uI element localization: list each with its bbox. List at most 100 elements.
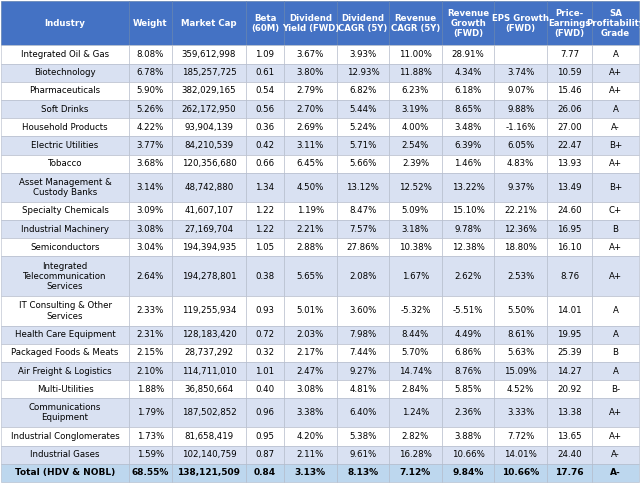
- Text: 4.83%: 4.83%: [507, 159, 534, 168]
- Bar: [246, 1, 284, 45]
- Bar: [129, 64, 172, 82]
- Bar: [389, 326, 442, 344]
- Text: 5.71%: 5.71%: [349, 141, 376, 150]
- Bar: [494, 362, 547, 380]
- Text: 6.39%: 6.39%: [454, 141, 482, 150]
- Bar: [172, 326, 246, 344]
- Bar: [337, 238, 389, 256]
- Bar: [284, 362, 337, 380]
- Text: 84,210,539: 84,210,539: [184, 141, 234, 150]
- Text: A+: A+: [609, 159, 622, 168]
- Text: A: A: [612, 50, 618, 59]
- Bar: [246, 100, 284, 118]
- Bar: [547, 1, 592, 45]
- Bar: [129, 464, 172, 482]
- Bar: [494, 173, 547, 202]
- Text: 28,737,292: 28,737,292: [184, 348, 234, 357]
- Bar: [337, 398, 389, 427]
- Bar: [337, 380, 389, 398]
- Bar: [284, 326, 337, 344]
- Bar: [547, 398, 592, 427]
- Text: 3.04%: 3.04%: [137, 243, 164, 252]
- Text: -1.16%: -1.16%: [506, 123, 536, 132]
- Text: 2.03%: 2.03%: [296, 330, 324, 339]
- Bar: [547, 344, 592, 362]
- Text: 13.22%: 13.22%: [452, 183, 484, 192]
- Bar: [1, 202, 129, 220]
- Bar: [172, 464, 246, 482]
- Bar: [547, 446, 592, 464]
- Bar: [172, 202, 246, 220]
- Text: Industrial Conglomerates: Industrial Conglomerates: [11, 432, 120, 441]
- Bar: [172, 173, 246, 202]
- Bar: [1, 256, 129, 297]
- Bar: [442, 297, 494, 326]
- Text: Specialty Chemicals: Specialty Chemicals: [22, 206, 108, 215]
- Text: 15.46: 15.46: [557, 86, 582, 95]
- Text: A+: A+: [609, 68, 622, 77]
- Bar: [442, 238, 494, 256]
- Text: 10.66%: 10.66%: [502, 469, 540, 477]
- Bar: [284, 220, 337, 238]
- Bar: [284, 297, 337, 326]
- Bar: [442, 173, 494, 202]
- Text: EPS Growth
(FWD): EPS Growth (FWD): [492, 14, 549, 33]
- Text: 194,394,935: 194,394,935: [182, 243, 236, 252]
- Text: 9.07%: 9.07%: [507, 86, 534, 95]
- Text: IT Consulting & Other
Services: IT Consulting & Other Services: [19, 301, 111, 321]
- Text: Revenue
Growth
(FWD): Revenue Growth (FWD): [447, 9, 489, 38]
- Bar: [284, 100, 337, 118]
- Text: 9.27%: 9.27%: [349, 367, 376, 375]
- Bar: [246, 380, 284, 398]
- Text: 382,029,165: 382,029,165: [182, 86, 236, 95]
- Text: 3.68%: 3.68%: [137, 159, 164, 168]
- Text: 6.82%: 6.82%: [349, 86, 376, 95]
- Bar: [246, 155, 284, 173]
- Text: 1.24%: 1.24%: [402, 408, 429, 417]
- Bar: [129, 100, 172, 118]
- Text: 5.70%: 5.70%: [402, 348, 429, 357]
- Text: 0.56: 0.56: [255, 104, 275, 114]
- Bar: [129, 380, 172, 398]
- Bar: [284, 155, 337, 173]
- Bar: [442, 136, 494, 155]
- Bar: [1, 45, 129, 64]
- Bar: [284, 82, 337, 100]
- Bar: [337, 220, 389, 238]
- Bar: [172, 427, 246, 446]
- Bar: [246, 464, 284, 482]
- Text: 17.76: 17.76: [555, 469, 584, 477]
- Bar: [172, 238, 246, 256]
- Bar: [172, 398, 246, 427]
- Bar: [1, 297, 129, 326]
- Bar: [284, 1, 337, 45]
- Bar: [494, 344, 547, 362]
- Text: 16.95: 16.95: [557, 225, 582, 234]
- Bar: [337, 464, 389, 482]
- Text: A: A: [612, 330, 618, 339]
- Bar: [592, 464, 639, 482]
- Bar: [246, 220, 284, 238]
- Bar: [172, 344, 246, 362]
- Bar: [284, 45, 337, 64]
- Bar: [1, 118, 129, 136]
- Text: 2.11%: 2.11%: [296, 450, 324, 459]
- Text: 2.10%: 2.10%: [137, 367, 164, 375]
- Bar: [172, 136, 246, 155]
- Bar: [547, 45, 592, 64]
- Text: 3.77%: 3.77%: [137, 141, 164, 150]
- Bar: [389, 398, 442, 427]
- Bar: [389, 344, 442, 362]
- Text: 36,850,664: 36,850,664: [184, 385, 234, 394]
- Bar: [389, 427, 442, 446]
- Text: 6.78%: 6.78%: [137, 68, 164, 77]
- Bar: [246, 238, 284, 256]
- Bar: [592, 256, 639, 297]
- Text: A+: A+: [609, 86, 622, 95]
- Bar: [1, 326, 129, 344]
- Bar: [592, 1, 639, 45]
- Text: Dividend
Yield (FWD): Dividend Yield (FWD): [282, 14, 339, 33]
- Bar: [547, 464, 592, 482]
- Text: 0.84: 0.84: [254, 469, 276, 477]
- Text: -5.51%: -5.51%: [453, 307, 483, 315]
